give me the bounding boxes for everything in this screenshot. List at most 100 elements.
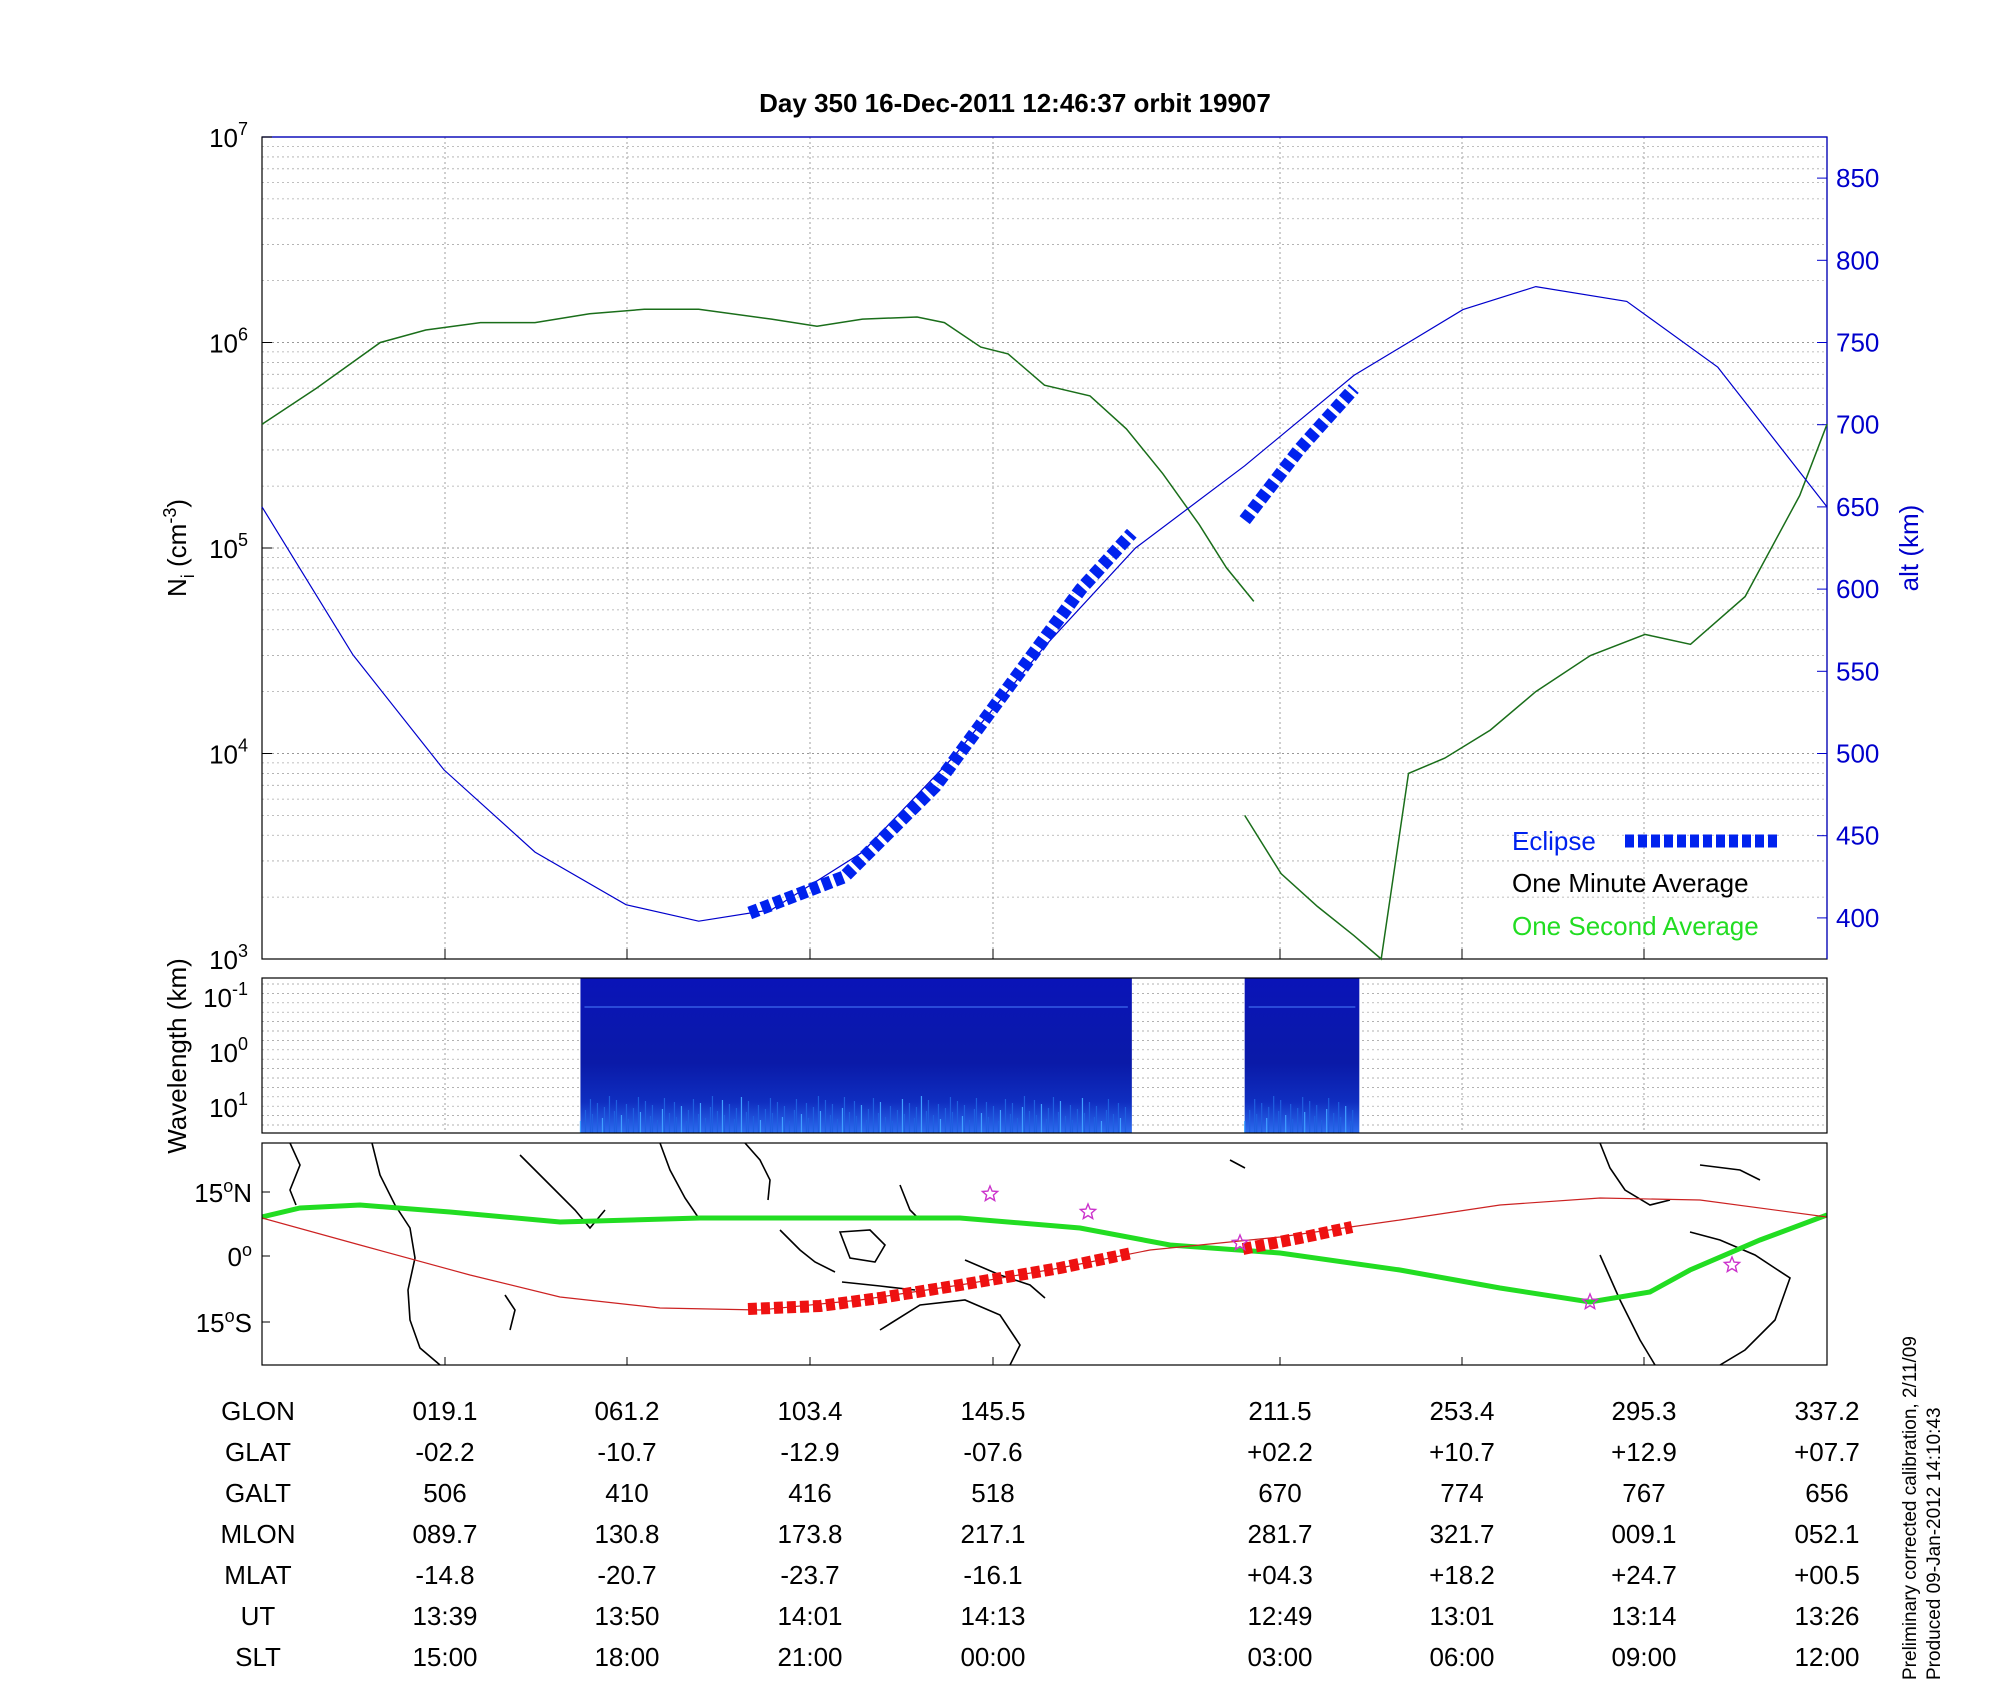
wavelength-tick-label: 101 (209, 1089, 248, 1123)
table-cell: +07.7 (1794, 1437, 1860, 1467)
table-cell: +18.2 (1429, 1560, 1495, 1590)
table-cell: 145.5 (960, 1396, 1025, 1426)
table-cell: -20.7 (597, 1560, 656, 1590)
table-cell: 13:14 (1611, 1601, 1676, 1631)
density-series (261, 285, 1828, 961)
table-cell: +10.7 (1429, 1437, 1495, 1467)
tick-exp: 5 (238, 530, 248, 550)
coast-philippines (899, 1184, 921, 1221)
altitude-tick-label: 450 (1836, 821, 1879, 851)
spectrogram-data (579, 978, 1360, 1133)
table-cell: -02.2 (415, 1437, 474, 1467)
tick-base: 10 (203, 983, 232, 1013)
tick-base: 10 (209, 329, 238, 359)
tick-exp: 4 (238, 736, 248, 756)
coast-india (659, 1143, 701, 1221)
table-cell: 656 (1805, 1478, 1848, 1508)
table-cell: 103.4 (777, 1396, 842, 1426)
table-cell: 211.5 (1248, 1396, 1311, 1426)
table-row-label: GLAT (225, 1437, 291, 1467)
density-tick-label: 107 (209, 119, 248, 153)
legend: Eclipse One Minute Average One Second Av… (1512, 826, 1778, 941)
table-cell: +24.7 (1611, 1560, 1677, 1590)
coast-africa-west (289, 1143, 301, 1206)
coast-arabia (519, 1154, 606, 1230)
tick-base: 10 (209, 1038, 238, 1068)
coast-sumatra (779, 1229, 836, 1273)
lat-hemisphere: N (233, 1178, 252, 1208)
eclipse-segment (1239, 384, 1359, 525)
altitude-y-label: alt (km) (1894, 505, 1924, 592)
coast-south-america-west (1599, 1254, 1656, 1365)
altitude-tick-label: 850 (1836, 163, 1879, 193)
spectrogram-block (580, 978, 1132, 1133)
lat-hemisphere: S (235, 1308, 252, 1338)
table-cell: 06:00 (1429, 1642, 1494, 1672)
altitude-tick-label: 700 (1836, 410, 1879, 440)
table-cell: 12:49 (1247, 1601, 1312, 1631)
table-cell: 03:00 (1247, 1642, 1312, 1672)
table-cell: 00:00 (960, 1642, 1025, 1672)
spectrogram-grid (262, 978, 1827, 1133)
lat-value: 15 (196, 1308, 225, 1338)
map-tick-label: 15oS (196, 1306, 252, 1338)
wavelength-tick-label: 10-1 (203, 979, 248, 1013)
table-cell: +00.5 (1794, 1560, 1860, 1590)
tick-base: 10 (209, 1093, 238, 1123)
tick-base: 10 (209, 123, 238, 153)
table-row-label: GLON (221, 1396, 295, 1426)
table-cell: 21:00 (777, 1642, 842, 1672)
table-cell: 281.7 (1247, 1519, 1312, 1549)
footer-calibration: Preliminary corrected calibration, 2/11/… (1900, 1336, 1921, 1680)
table-cell: 321.7 (1429, 1519, 1494, 1549)
map-tick-label: 0o (228, 1240, 252, 1272)
coast-central-america (1599, 1143, 1671, 1206)
density-tick-label: 106 (209, 325, 248, 359)
altitude-tick-label: 500 (1836, 739, 1879, 769)
spectrogram-block (1244, 978, 1360, 1133)
table-cell: 217.1 (960, 1519, 1025, 1549)
altitude-tick-label: 800 (1836, 245, 1879, 275)
altitude-tick-label: 750 (1836, 328, 1879, 358)
legend-second: One Second Average (1512, 911, 1759, 941)
altitude-ticks: 400 450 500 550 600 650 700 750 800 850 (1817, 163, 1879, 933)
table-cell: 767 (1622, 1478, 1665, 1508)
table-cell: +02.2 (1247, 1437, 1313, 1467)
coast-hawaii (1229, 1159, 1246, 1169)
altitude-line (261, 285, 1828, 922)
coast-africa-east (371, 1143, 441, 1365)
table-cell: 13:39 (412, 1601, 477, 1631)
spectrogram-y-label: Wavelength (km) (162, 958, 192, 1154)
table-row-label: SLT (235, 1642, 281, 1672)
table-cell: 14:01 (777, 1601, 842, 1631)
spectrogram-axes-frame (261, 977, 1828, 1134)
density-line-segment (261, 308, 1255, 602)
eclipse-track-2 (1241, 1221, 1354, 1255)
table-cell: -07.6 (963, 1437, 1022, 1467)
map-tick-label: 15oN (194, 1176, 252, 1208)
density-grid (262, 137, 1827, 960)
table-cell: 13:01 (1429, 1601, 1494, 1631)
table-cell: 09:00 (1611, 1642, 1676, 1672)
footer-produced: Produced 09-Jan-2012 14:10:43 (1924, 1407, 1945, 1680)
table-cell: 061.2 (594, 1396, 659, 1426)
tick-base: 10 (209, 945, 238, 975)
star-marker-4 (1580, 1292, 1600, 1310)
altitude-tick-label: 550 (1836, 656, 1879, 686)
table-cell: 130.8 (594, 1519, 659, 1549)
coast-madagascar (504, 1294, 516, 1331)
degree-sign: o (225, 1306, 235, 1326)
orbit-table: GLON GLAT GALT MLON MLAT UT SLT 019.1 -02.2 506 08… (220, 1396, 1859, 1672)
star-marker-3 (1230, 1233, 1250, 1251)
star-marker-1 (980, 1184, 1000, 1202)
table-cell: -14.8 (415, 1560, 474, 1590)
table-cell: -10.7 (597, 1437, 656, 1467)
coast-borneo (838, 1229, 887, 1263)
coast-south-america-east (1689, 1231, 1791, 1365)
table-cell: 774 (1440, 1478, 1483, 1508)
